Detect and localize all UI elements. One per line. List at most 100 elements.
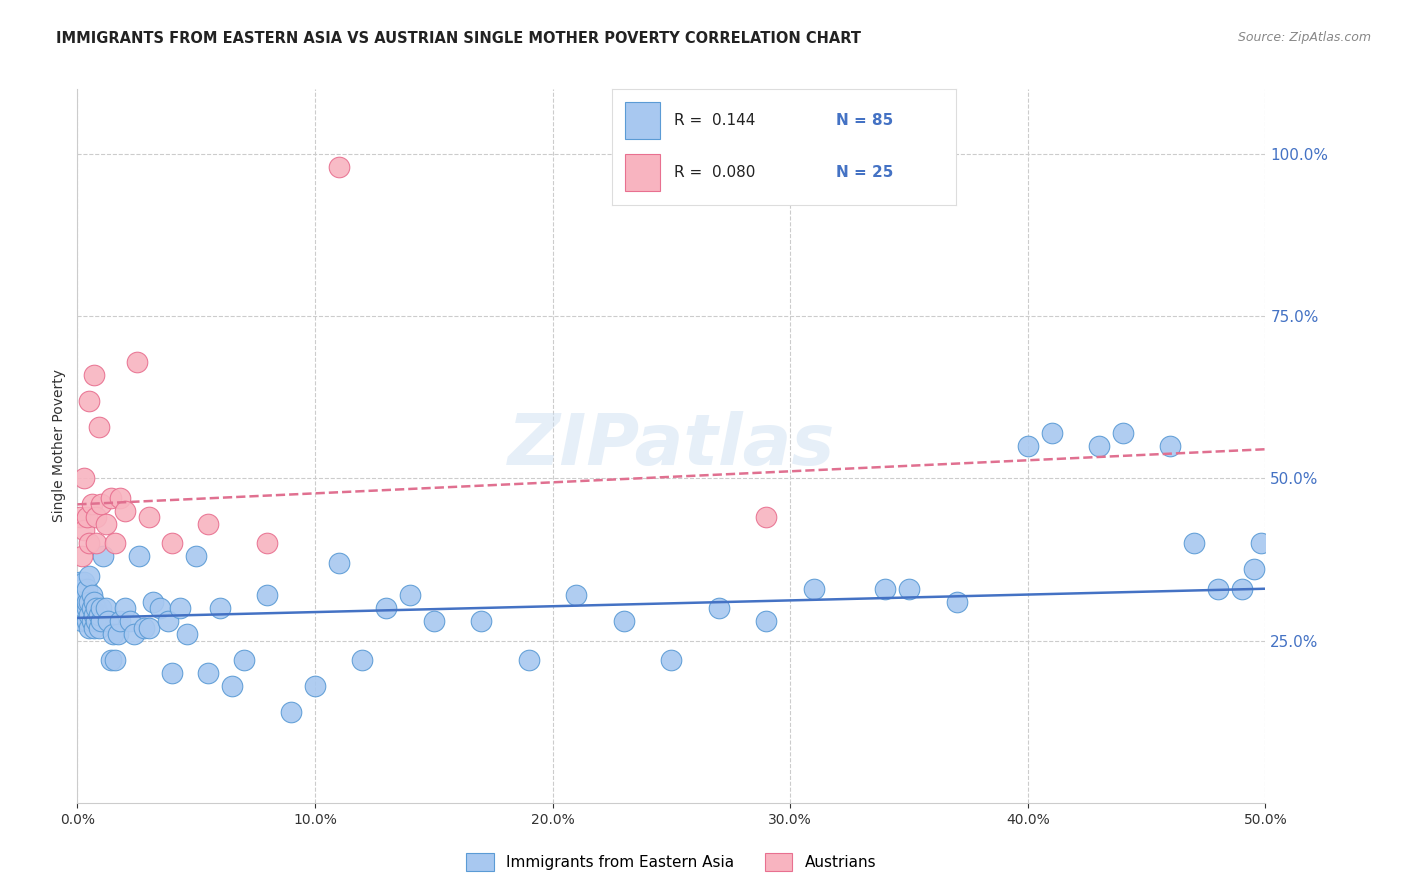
Point — [83, 607, 105, 622]
Point — [118, 614, 141, 628]
Point — [755, 614, 778, 628]
Point — [755, 510, 778, 524]
Point — [83, 621, 105, 635]
Point — [1112, 425, 1135, 440]
Point — [875, 582, 897, 596]
Point — [169, 601, 191, 615]
Point — [107, 627, 129, 641]
Point — [101, 627, 124, 641]
Point — [94, 601, 117, 615]
Point — [138, 510, 160, 524]
Point — [77, 568, 100, 582]
Y-axis label: Single Mother Poverty: Single Mother Poverty — [52, 369, 66, 523]
Point — [280, 705, 302, 719]
Point — [142, 595, 165, 609]
Point — [77, 393, 100, 408]
Point — [221, 679, 243, 693]
Point — [76, 595, 98, 609]
Point — [69, 575, 91, 590]
Point — [76, 582, 98, 596]
Point — [69, 588, 91, 602]
Text: ZIPatlas: ZIPatlas — [508, 411, 835, 481]
Point — [80, 601, 103, 615]
Point — [90, 614, 112, 628]
Point — [661, 653, 683, 667]
Bar — [626, 102, 659, 139]
Text: IMMIGRANTS FROM EASTERN ASIA VS AUSTRIAN SINGLE MOTHER POVERTY CORRELATION CHART: IMMIGRANTS FROM EASTERN ASIA VS AUSTRIAN… — [56, 31, 862, 46]
Point — [86, 536, 108, 550]
Point — [90, 601, 112, 615]
Point — [1230, 582, 1253, 596]
Point — [77, 595, 100, 609]
Point — [565, 588, 588, 602]
Point — [80, 497, 103, 511]
Point — [87, 419, 110, 434]
Point — [73, 588, 96, 602]
Point — [87, 607, 110, 622]
Point — [707, 601, 730, 615]
Point — [94, 516, 117, 531]
Point — [83, 368, 105, 382]
Point — [1017, 439, 1039, 453]
Point — [73, 607, 96, 622]
Point — [77, 621, 100, 635]
Point — [70, 582, 93, 596]
Point — [100, 491, 122, 505]
Bar — [626, 154, 659, 191]
Point — [114, 504, 136, 518]
Point — [108, 614, 131, 628]
Text: R =  0.144: R = 0.144 — [673, 113, 755, 128]
Point — [613, 614, 636, 628]
Point — [90, 497, 112, 511]
Point — [124, 627, 146, 641]
Point — [945, 595, 967, 609]
Point — [86, 614, 108, 628]
Point — [1088, 439, 1111, 453]
Point — [67, 582, 90, 596]
Point — [70, 549, 93, 564]
Point — [304, 679, 326, 693]
Point — [73, 471, 96, 485]
Point — [104, 653, 127, 667]
Point — [1243, 562, 1265, 576]
Point — [108, 491, 131, 505]
Point — [73, 524, 96, 538]
Point — [197, 516, 219, 531]
Point — [162, 536, 184, 550]
Point — [517, 653, 540, 667]
Point — [80, 588, 103, 602]
Point — [69, 601, 91, 615]
Point — [186, 549, 208, 564]
Point — [898, 582, 921, 596]
Point — [97, 614, 120, 628]
Point — [328, 160, 350, 174]
Text: N = 25: N = 25 — [835, 165, 893, 180]
Point — [73, 601, 96, 615]
Text: Source: ZipAtlas.com: Source: ZipAtlas.com — [1237, 31, 1371, 45]
Point — [156, 614, 179, 628]
Point — [256, 536, 278, 550]
Point — [125, 354, 148, 368]
Point — [93, 549, 115, 564]
Point — [352, 653, 374, 667]
Point — [76, 601, 98, 615]
Point — [86, 601, 108, 615]
Point — [128, 549, 150, 564]
Point — [70, 595, 93, 609]
Point — [1159, 439, 1181, 453]
Point — [208, 601, 231, 615]
Legend: Immigrants from Eastern Asia, Austrians: Immigrants from Eastern Asia, Austrians — [460, 847, 883, 877]
Point — [76, 510, 98, 524]
Point — [803, 582, 825, 596]
Text: R =  0.080: R = 0.080 — [673, 165, 755, 180]
Point — [176, 627, 198, 641]
Point — [70, 614, 93, 628]
Point — [1182, 536, 1205, 550]
Point — [100, 653, 122, 667]
Point — [77, 607, 100, 622]
Point — [149, 601, 172, 615]
Point — [423, 614, 446, 628]
Point — [69, 510, 91, 524]
Point — [1250, 536, 1272, 550]
Point — [232, 653, 254, 667]
